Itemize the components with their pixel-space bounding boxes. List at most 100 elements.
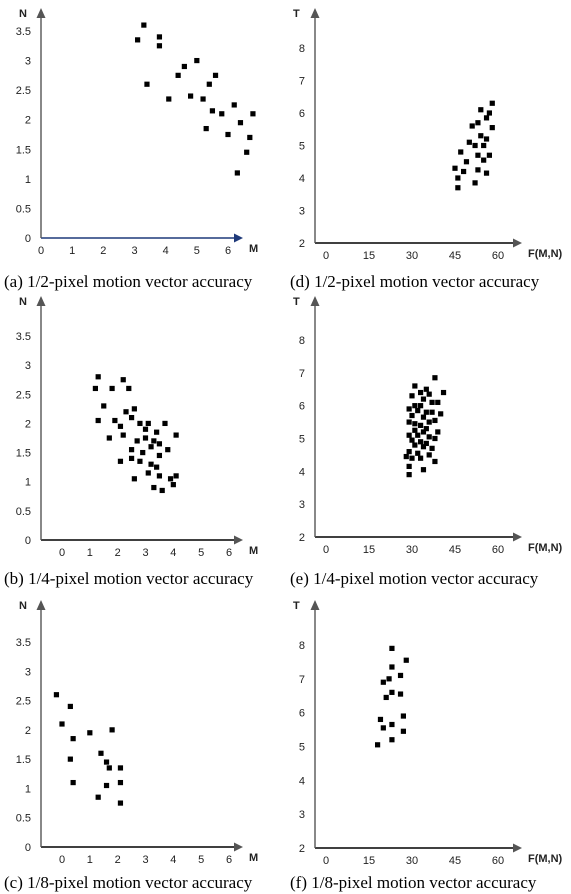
chart-e-point <box>409 437 415 443</box>
chart-e-xlabel: F(M,N) <box>528 542 563 554</box>
chart-a-caption: (a) 1/2-pixel motion vector accuracy <box>4 272 253 291</box>
chart-e-point <box>418 403 424 409</box>
chart-b-point <box>131 406 137 412</box>
chart-d-point <box>475 167 481 173</box>
chart-a-ylabel: N <box>19 8 27 20</box>
chart-a-point <box>250 111 256 117</box>
chart-a-point <box>141 22 147 28</box>
chart-d-point <box>463 159 470 165</box>
chart-b-point <box>128 415 135 421</box>
chart-c-y-arrow <box>36 600 46 610</box>
chart-f-point <box>380 725 386 731</box>
chart-e-xtick-label: 45 <box>449 544 461 556</box>
chart-f-xlabel: F(M,N) <box>528 853 563 865</box>
chart-d-point <box>466 139 472 145</box>
chart-a-point <box>203 125 209 132</box>
chart-f-point <box>389 689 395 695</box>
chart-c-point <box>95 794 101 800</box>
chart-e-point <box>406 406 412 412</box>
chart-c-xtick-label: 2 <box>115 854 121 866</box>
chart-b-point <box>148 461 154 467</box>
chart-a-xtick-label: 0 <box>38 245 44 257</box>
chart-d-point <box>469 123 475 129</box>
chart-b-xtick-label: 2 <box>115 547 121 559</box>
chart-e-point <box>406 432 412 438</box>
chart-c-ytick-label: 1 <box>25 783 31 795</box>
chart-f-ytick-label: 6 <box>299 708 305 720</box>
chart-b-point <box>142 435 149 441</box>
chart-c-point <box>109 727 115 733</box>
chart-f-x-arrow <box>513 843 522 853</box>
chart-e-point <box>409 455 415 461</box>
chart-b-point <box>151 484 157 491</box>
chart-d-point <box>486 110 492 116</box>
chart-d-xtick-label: 30 <box>406 250 418 262</box>
chart-b-point <box>148 444 154 450</box>
chart-e-point <box>406 472 412 478</box>
chart-b-point <box>131 476 137 482</box>
chart-a-ytick-label: 2 <box>25 115 31 127</box>
chart-b-point <box>145 470 151 476</box>
chart-f-point <box>380 679 386 685</box>
chart-b-xtick-label: 1 <box>87 547 93 559</box>
chart-c-point <box>117 800 124 806</box>
chart-a-point <box>175 72 181 78</box>
chart-d-point <box>458 149 464 155</box>
chart-d-xtick-label: 0 <box>323 250 329 262</box>
chart-d-point <box>486 152 492 158</box>
chart-e-point <box>412 403 418 409</box>
chart-b-ytick-label: 2.5 <box>16 389 31 401</box>
chart-b-point <box>137 420 143 427</box>
chart-b-point <box>117 423 124 429</box>
chart-e-ytick-label: 4 <box>299 466 305 478</box>
chart-b-point <box>106 435 112 441</box>
chart-f-ytick-label: 5 <box>299 742 305 754</box>
chart-b-point <box>154 464 160 470</box>
chart-e-ytick-label: 6 <box>299 401 305 413</box>
chart-b-ytick-label: 2 <box>25 418 31 430</box>
chart-a-point <box>237 120 244 126</box>
chart-a-ytick-label: 2.5 <box>16 85 31 97</box>
chart-c-ytick-label: 2.5 <box>16 696 31 708</box>
chart-b-point <box>162 420 168 427</box>
chart-b-xtick-label: 6 <box>226 547 232 559</box>
chart-e-ytick-label: 2 <box>299 532 305 544</box>
chart-b-point <box>101 403 107 409</box>
chart-d-y-arrow <box>310 8 320 18</box>
chart-b-ylabel: N <box>19 296 27 308</box>
chart-c-point <box>70 736 76 742</box>
chart-b-point <box>120 432 126 438</box>
chart-f-xtick-label: 60 <box>492 855 504 867</box>
chart-d-point <box>489 100 495 106</box>
chart-d-point <box>472 180 478 186</box>
chart-e-caption: (e) 1/4-pixel motion vector accuracy <box>290 569 539 588</box>
chart-a-x-arrow <box>234 233 243 243</box>
chart-e-point <box>406 419 412 425</box>
chart-b-ytick-label: 0.5 <box>16 506 31 518</box>
chart-b-point <box>109 385 115 392</box>
chart-d-ytick-label: 7 <box>299 76 305 88</box>
chart-f-point <box>389 664 395 670</box>
chart-b-point <box>151 438 157 444</box>
chart-f-point <box>400 713 406 719</box>
chart-a-xtick-label: 3 <box>131 245 137 257</box>
chart-d-ytick-label: 5 <box>299 141 305 153</box>
chart-e-point <box>429 409 435 415</box>
chart-e-point <box>420 467 427 473</box>
chart-a-ytick-label: 3 <box>25 56 31 68</box>
chart-f-point <box>386 676 392 682</box>
chart-a-xtick-label: 1 <box>69 245 75 257</box>
chart-a-point <box>244 149 250 155</box>
chart-e-point <box>440 389 447 396</box>
chart-c-xtick-label: 1 <box>87 854 93 866</box>
chart-b-point <box>156 441 163 447</box>
chart-b-point <box>95 374 101 380</box>
chart-a-point <box>219 111 225 117</box>
chart-e-point <box>409 412 415 419</box>
chart-b-point <box>156 473 163 479</box>
chart-b-point <box>140 449 146 456</box>
chart-f-point <box>377 716 384 723</box>
chart-f-ytick-label: 7 <box>299 674 305 686</box>
chart-d-x-arrow <box>513 238 522 248</box>
